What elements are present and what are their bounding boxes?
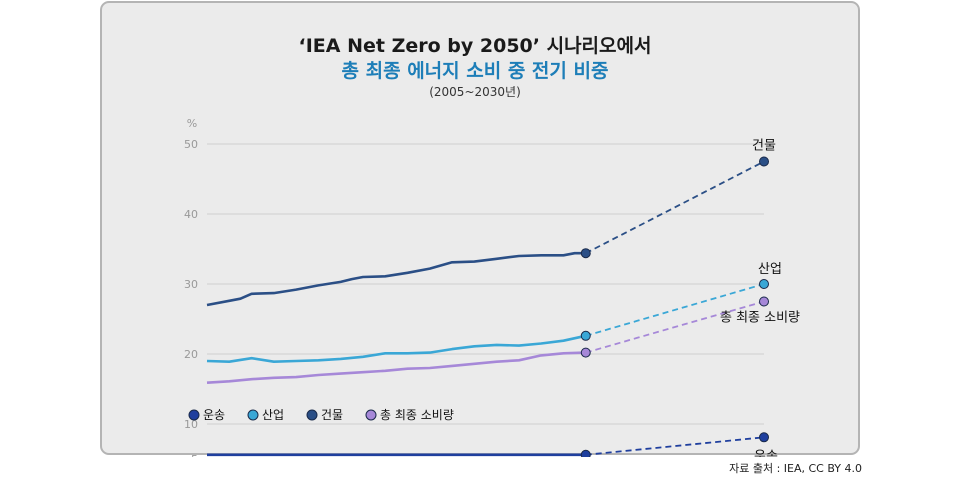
- chart-card: ‘IEA Net Zero by 2050’ 시나리오에서 총 최종 에너지 소…: [100, 1, 860, 457]
- series-line: [206, 251, 586, 307]
- data-point: [580, 449, 591, 457]
- series-1: 산업: [206, 262, 782, 364]
- y-tick-label: 30: [184, 278, 198, 291]
- series-3: 운송: [207, 432, 778, 457]
- y-axis-unit: %: [187, 117, 197, 130]
- legend-item: 건물: [306, 408, 343, 422]
- series-end-label: 총 최종 소비량: [720, 311, 800, 326]
- legend-label: 총 최종 소비량: [380, 408, 454, 422]
- y-axis-ticks: 5 10 20 30 40 50: [184, 138, 198, 457]
- series-end-label: 운송: [754, 449, 778, 457]
- gridlines: [207, 143, 764, 425]
- legend-marker: [306, 409, 318, 421]
- legend-item: 운송: [188, 408, 225, 422]
- series-line: [206, 334, 587, 364]
- projection-line: [585, 283, 765, 337]
- data-point: [759, 432, 769, 443]
- chart-subtitle: (2005~2030년): [429, 85, 521, 99]
- chart: ‘IEA Net Zero by 2050’ 시나리오에서 총 최종 에너지 소…: [184, 35, 800, 457]
- series-0: 건물: [206, 139, 776, 307]
- legend-marker: [247, 409, 259, 421]
- projection-line: [585, 300, 765, 354]
- y-tick-label: 10: [184, 418, 198, 431]
- legend-label: 운송: [203, 408, 225, 422]
- series-end-label: 건물: [752, 139, 776, 154]
- projection-line: [585, 160, 765, 255]
- data-point: [759, 296, 769, 307]
- series-line: [206, 351, 586, 384]
- data-point: [580, 248, 591, 259]
- data-point: [759, 279, 769, 289]
- data-point: [580, 347, 591, 358]
- source-note: 자료 출처 : IEA, CC BY 4.0: [729, 462, 862, 475]
- projection-line: [585, 436, 765, 456]
- legend-item: 총 최종 소비량: [365, 408, 454, 422]
- data-point: [580, 330, 591, 341]
- y-tick-label: 5: [191, 453, 198, 457]
- series-end-label: 산업: [758, 262, 782, 277]
- chart-title-line1: ‘IEA Net Zero by 2050’ 시나리오에서: [299, 35, 652, 57]
- y-tick-label: 50: [184, 138, 198, 151]
- data-point: [759, 156, 769, 167]
- y-tick-label: 40: [184, 208, 198, 221]
- legend-marker: [365, 409, 377, 421]
- legend-item: 산업: [247, 408, 284, 422]
- chart-title-line2: 총 최종 에너지 소비 중 전기 비중: [342, 60, 609, 82]
- legend: 운송 산업 건물 총 최종 소비량: [188, 408, 454, 422]
- legend-marker: [188, 409, 200, 421]
- y-tick-label: 20: [184, 348, 198, 361]
- series-2: 총 최종 소비량: [206, 296, 800, 384]
- legend-label: 산업: [262, 408, 284, 422]
- legend-label: 건물: [321, 408, 343, 422]
